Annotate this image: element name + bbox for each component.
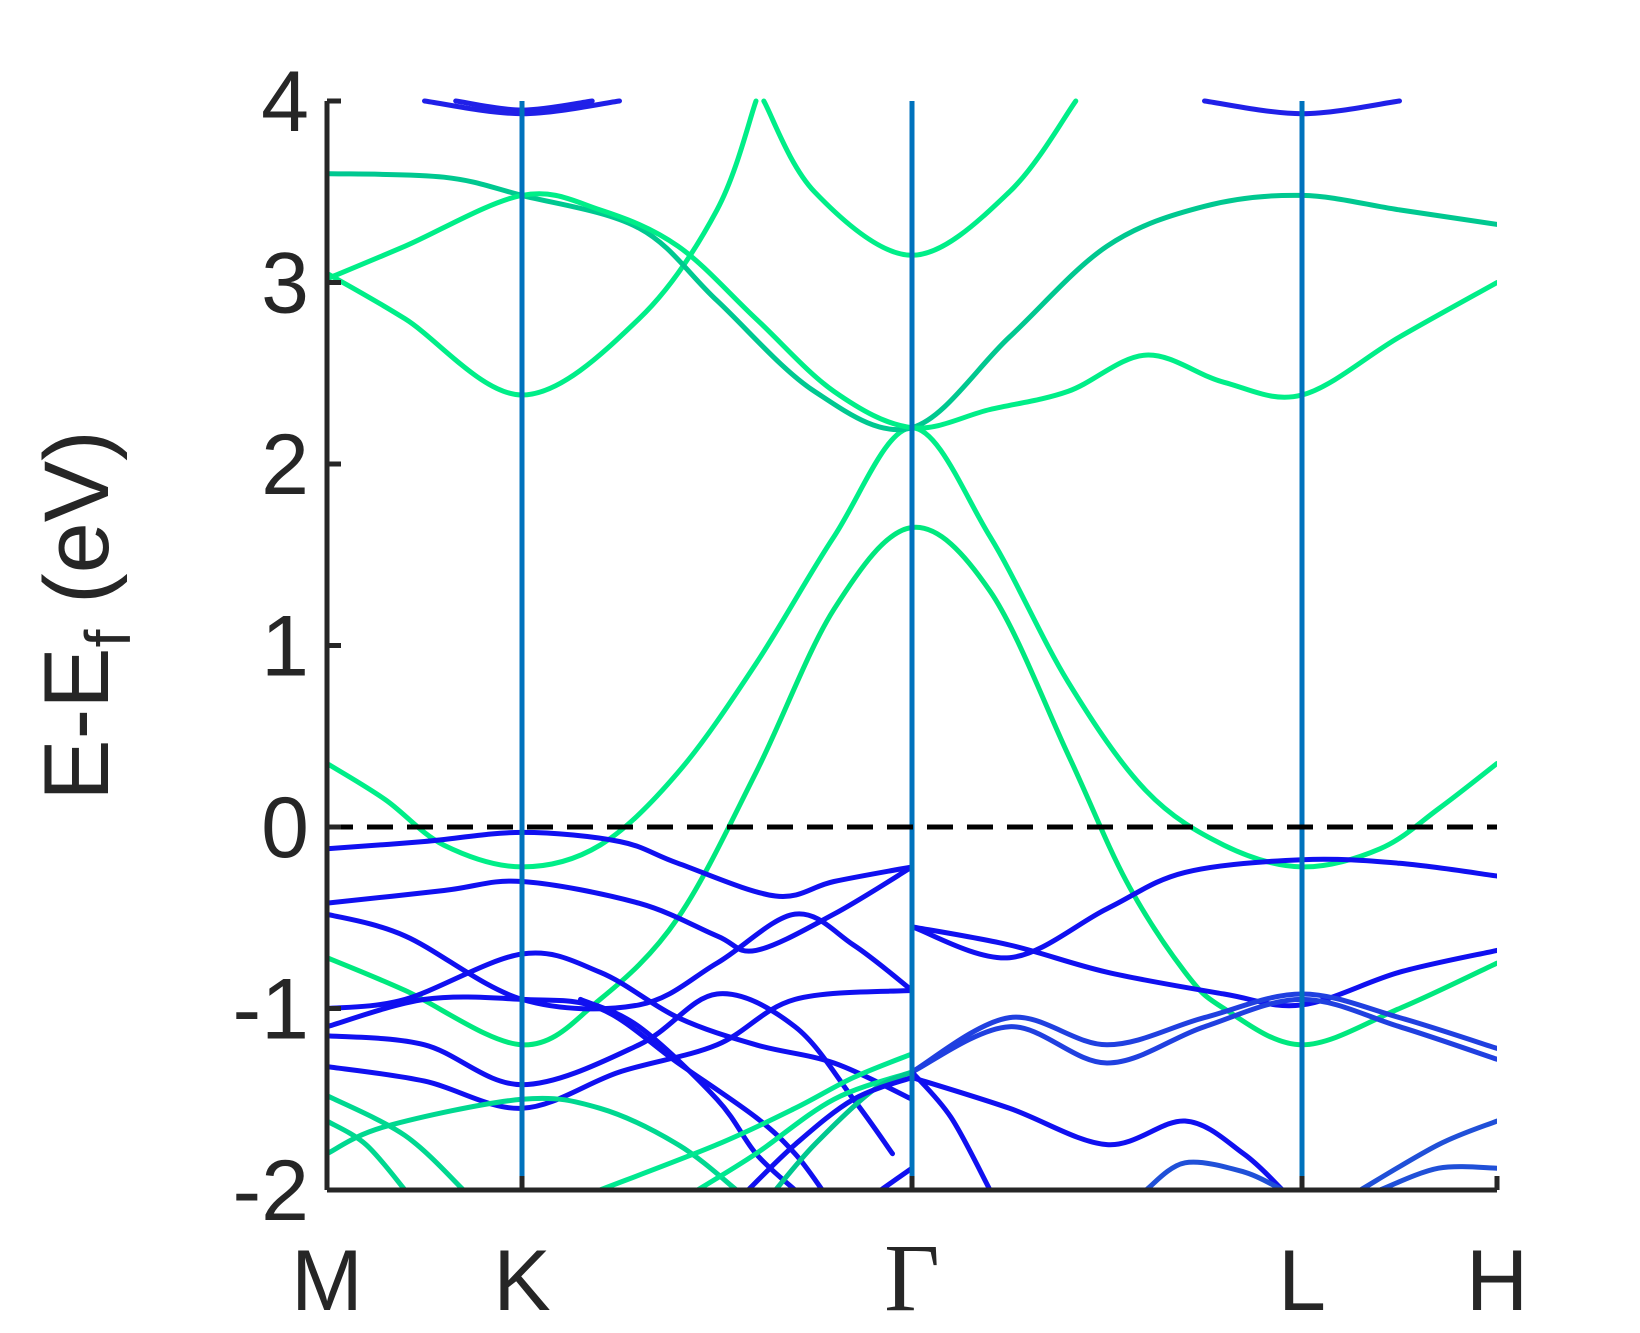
y-axis-label-suffix: (eV) (26, 430, 128, 629)
band-19 (909, 1069, 993, 1190)
band-3 (761, 98, 1079, 258)
y-tick-label: 2 (261, 417, 309, 513)
y-tick-label: -1 (233, 962, 309, 1058)
band-25 (327, 1118, 408, 1190)
band-28 (773, 1069, 915, 1190)
band-27 (695, 1069, 915, 1190)
band-12 (327, 987, 915, 1111)
band-13 (578, 996, 798, 1190)
band-17 (909, 996, 1497, 1075)
x-tick-label: Γ (884, 1224, 940, 1331)
band-15 (909, 856, 1497, 961)
band-21 (1358, 1118, 1497, 1190)
band-18 (909, 1075, 1285, 1190)
band-29 (745, 1075, 915, 1190)
x-tick-label: M (291, 1233, 363, 1329)
band-14 (909, 924, 1497, 1009)
y-tick-label: 0 (261, 780, 309, 876)
band-6 (327, 829, 915, 899)
y-axis-label-subscript: f (72, 629, 144, 647)
band-23 (327, 1093, 466, 1190)
high-symmetry-lines (519, 101, 1305, 1190)
y-tick-labels: -2 -1 0 1 2 3 4 (233, 54, 309, 1239)
band-22 (1377, 1164, 1497, 1190)
x-tick-label: H (1466, 1233, 1528, 1329)
band-8 (327, 911, 915, 1012)
y-tick-label: 4 (261, 54, 309, 150)
x-tick-label: K (493, 1233, 550, 1329)
band-20 (1143, 1159, 1285, 1190)
band-1 (327, 524, 1497, 1048)
band-lines (327, 98, 1497, 1190)
axes (324, 98, 1500, 1193)
y-tick-label: 3 (261, 236, 309, 332)
band-2 (327, 98, 759, 398)
band-10 (327, 994, 825, 1190)
y-axis-label: E-Ef (eV) (26, 430, 144, 801)
band-26 (597, 1051, 915, 1190)
band-24 (327, 1095, 739, 1190)
y-tick-label: -2 (233, 1143, 309, 1239)
y-axis-label-prefix: E-E (26, 647, 128, 800)
band-7 (327, 864, 915, 954)
band-16 (909, 991, 1497, 1075)
y-tick-label: 1 (261, 599, 309, 695)
band-5 (327, 191, 1497, 431)
x-tick-label: L (1278, 1233, 1326, 1329)
band-30 (878, 1165, 915, 1190)
